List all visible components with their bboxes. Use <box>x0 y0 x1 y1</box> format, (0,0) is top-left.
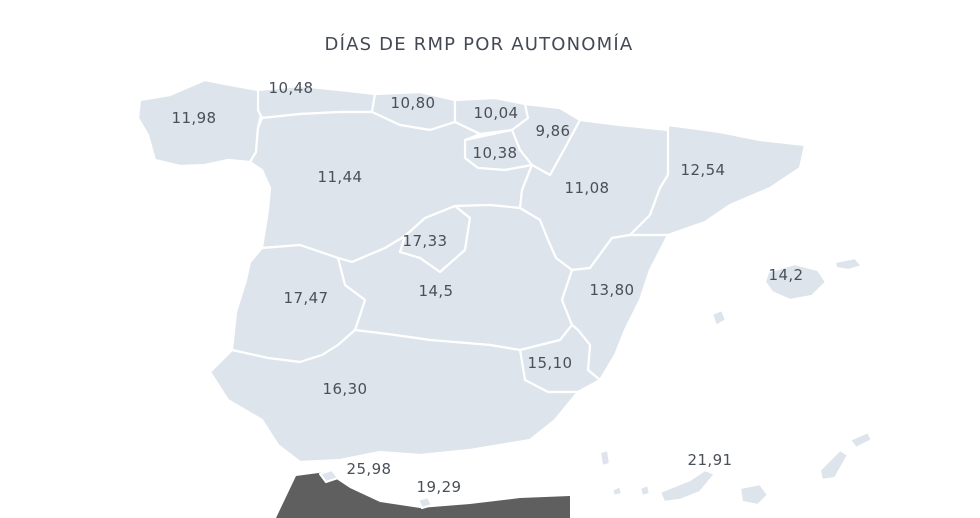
value-label-baleares: 14,2 <box>769 266 804 284</box>
canarias-fuerteventura <box>818 448 850 482</box>
region-melilla[interactable] <box>416 495 434 510</box>
value-label-castilla-la-mancha: 14,5 <box>419 282 454 300</box>
africa-coast <box>276 472 570 518</box>
baleares-ibiza <box>710 308 728 328</box>
canarias-la-gomera <box>638 483 652 498</box>
value-label-cataluna: 12,54 <box>681 161 726 179</box>
value-label-asturias: 10,48 <box>269 79 314 97</box>
value-label-murcia: 15,10 <box>528 354 573 372</box>
value-label-galicia: 11,98 <box>172 109 217 127</box>
region-baleares[interactable] <box>763 262 828 302</box>
value-label-navarra: 9,86 <box>536 122 571 140</box>
canarias-el-hierro <box>610 484 624 498</box>
canarias-lanzarote <box>848 430 874 450</box>
region-cataluna[interactable] <box>628 123 807 237</box>
canarias-gran-canaria <box>738 482 770 507</box>
region-andalucia[interactable] <box>208 328 580 464</box>
value-label-castilla-y-leon: 11,44 <box>318 168 363 186</box>
value-label-la-rioja: 10,38 <box>473 144 518 162</box>
region-canarias[interactable] <box>658 468 717 504</box>
value-label-canarias: 21,91 <box>688 451 733 469</box>
region-ceuta[interactable] <box>318 468 340 484</box>
value-label-cantabria: 10,80 <box>391 94 436 112</box>
value-label-andalucia: 16,30 <box>323 380 368 398</box>
baleares-minorca <box>833 256 864 272</box>
value-label-aragon: 11,08 <box>565 179 610 197</box>
value-label-melilla: 19,29 <box>417 478 462 496</box>
value-label-madrid: 17,33 <box>403 232 448 250</box>
value-label-ceuta: 25,98 <box>347 460 392 478</box>
value-label-pais-vasco: 10,04 <box>474 104 519 122</box>
canarias-la-palma <box>598 448 612 468</box>
value-label-extremadura: 17,47 <box>284 289 329 307</box>
value-label-comunidad-valenciana: 13,80 <box>590 281 635 299</box>
map-title: DÍAS DE RMP POR AUTONOMÍA <box>324 34 634 55</box>
